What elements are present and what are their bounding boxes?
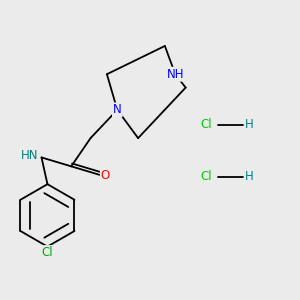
Text: Cl: Cl <box>201 118 212 131</box>
Text: H: H <box>245 170 254 183</box>
Text: O: O <box>101 169 110 182</box>
Text: HN: HN <box>21 149 38 162</box>
Text: Cl: Cl <box>201 170 212 183</box>
Text: N: N <box>113 103 122 116</box>
Text: NH: NH <box>167 68 184 81</box>
Text: H: H <box>245 118 254 131</box>
Text: Cl: Cl <box>42 246 53 259</box>
